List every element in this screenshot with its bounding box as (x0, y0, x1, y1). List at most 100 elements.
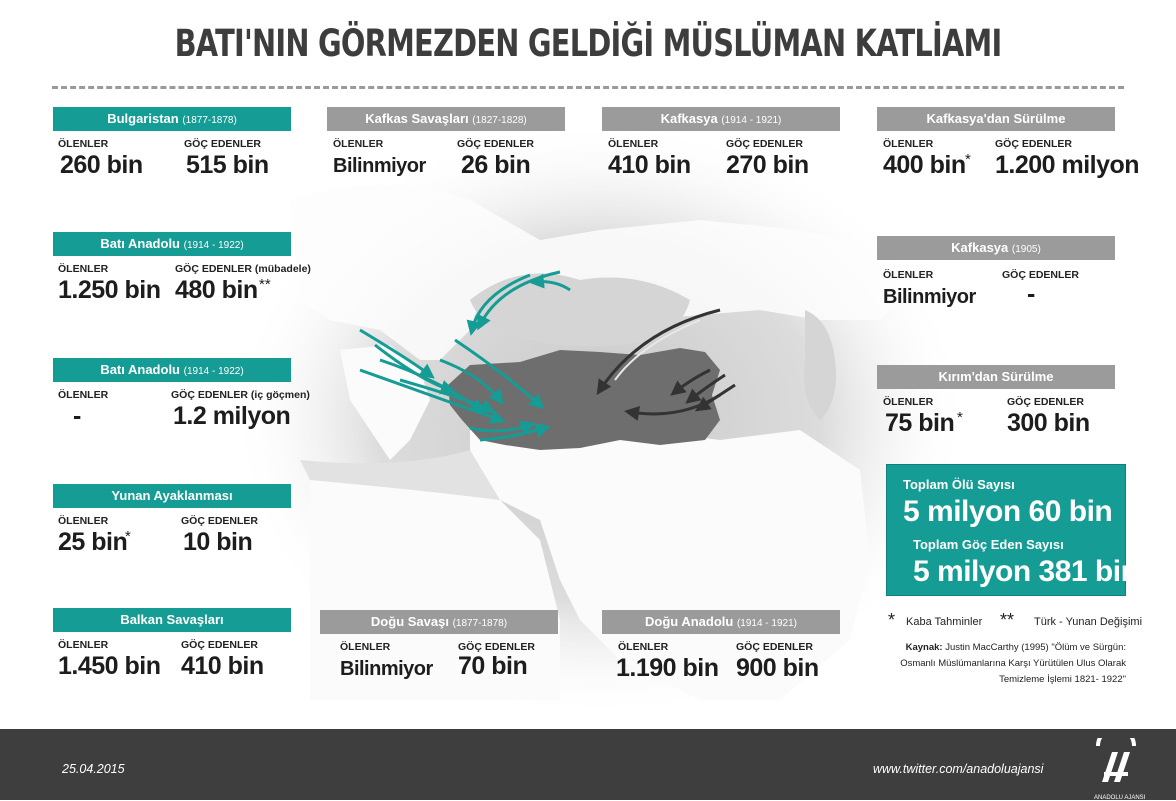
footnote-marker: * (965, 151, 971, 168)
card-header: Kafkasya (1914 - 1921) (602, 107, 840, 131)
migration-arrow (399, 378, 496, 413)
migrants-label: GÖÇ EDENLER (mübadele) (175, 263, 311, 275)
card-years: (1914 - 1921) (736, 618, 797, 629)
note-rough-estimates: Kaba Tahminler (906, 616, 983, 628)
caspian-sea (804, 310, 836, 420)
aa-logo-icon: ANADOLU AJANSI (1094, 726, 1145, 801)
deaths-label: ÖLENLER (883, 396, 934, 408)
deaths-value: 260 bin (60, 151, 143, 179)
turkey-land (448, 348, 720, 450)
migrants-value: 70 bin (458, 652, 528, 680)
source-text: Justin MacCarthy (1995) "Ölüm ve Sürgün:… (900, 642, 1126, 685)
card-title: Kafkas Savaşları (365, 111, 469, 126)
card-header: Doğu Anadolu (1914 - 1921) (602, 610, 840, 634)
migration-arrow (685, 373, 726, 404)
card-years: (1827-1828) (472, 115, 527, 126)
source-label: Kaynak: (905, 642, 943, 653)
migrants-value: 270 bin (726, 151, 809, 179)
migrants-label: GÖÇ EDENLER (1007, 396, 1085, 408)
card-title: Kafkasya'dan Sürülme (926, 111, 1066, 126)
migrants-value: - (1027, 280, 1035, 308)
migrants-value: 300 bin (1007, 409, 1090, 437)
card-kafkasya-1914: Kafkasya (1914 - 1921) ÖLENLER 410 bin G… (602, 107, 840, 179)
card-title: Kafkasya (951, 240, 1009, 255)
total-migrants-label: Toplam Göç Eden Sayısı (913, 537, 1064, 552)
card-years: (1877-1878) (182, 115, 237, 126)
migrants-value: 26 bin (461, 151, 531, 179)
card-title: Kafkasya (660, 111, 718, 126)
deaths-label: ÖLENLER (58, 639, 109, 651)
black-sea (470, 273, 690, 347)
deaths-label: ÖLENLER (618, 641, 669, 653)
africa-land (310, 480, 560, 700)
card-header: Batı Anadolu (1914 - 1922) (53, 358, 291, 382)
note-exchange: Türk - Yunan Değişimi (1034, 616, 1143, 628)
migrants-value: 410 bin (181, 652, 264, 680)
deaths-label: ÖLENLER (883, 138, 934, 150)
migration-arrow (477, 270, 561, 331)
migrants-label: GÖÇ EDENLER (iç göçmen) (171, 389, 310, 401)
twitter-link[interactable]: www.twitter.com/anadoluajansi (873, 762, 1044, 776)
card-bati-anadolu-ic-gocmen: Batı Anadolu (1914 - 1922) ÖLENLER - GÖÇ… (53, 358, 310, 430)
migrants-value: 1.200 milyon (995, 151, 1140, 179)
card-dogu-anadolu: Doğu Anadolu (1914 - 1921) ÖLENLER 1.190… (602, 610, 840, 682)
card-balkan-savaslari: Balkan Savaşları ÖLENLER 1.450 bin GÖÇ E… (53, 608, 291, 680)
migration-arrow (695, 383, 736, 412)
note-marker-double: ** (1000, 610, 1015, 630)
deaths-label: ÖLENLER (883, 269, 934, 281)
totals-box: Toplam Ölü Sayısı 5 milyon 60 bin Toplam… (886, 464, 1139, 596)
migration-arrow (596, 308, 721, 395)
card-title: Batı Anadolu (100, 362, 180, 377)
page-title: BATI'NIN GÖRMEZDEN GELDİĞİ MÜSLÜMAN KATL… (174, 22, 1003, 65)
migrants-label: GÖÇ EDENLER (184, 138, 262, 150)
deaths-label: ÖLENLER (58, 138, 109, 150)
map-illustration (230, 120, 970, 720)
card-header: Balkan Savaşları (53, 608, 291, 632)
deaths-value: 75 bin (885, 409, 955, 437)
card-yunan-ayaklanmasi: Yunan Ayaklanması ÖLENLER 25 bin * GÖÇ E… (53, 484, 291, 556)
migrants-value: 1.2 milyon (173, 402, 291, 430)
migration-arrow (479, 423, 551, 442)
migrants-label: GÖÇ EDENLER (181, 515, 259, 527)
migrants-label: GÖÇ EDENLER (726, 138, 804, 150)
migrants-label: GÖÇ EDENLER (181, 639, 259, 651)
migration-arrow (529, 273, 571, 292)
footnote-marker: * (957, 409, 963, 426)
footnote-marker: * (125, 528, 131, 545)
total-migrants-value: 5 milyon 381 bin (913, 555, 1139, 588)
migrants-value: 10 bin (183, 528, 253, 556)
card-header: Bulgaristan (1877-1878) (53, 107, 291, 131)
migration-arrow (359, 328, 435, 379)
migrants-value: 480 bin (175, 276, 258, 304)
card-dogu-savasi: Doğu Savaşı (1877-1878) ÖLENLER Bilinmiy… (320, 610, 558, 680)
migration-arrow (359, 368, 506, 425)
card-kafkasya-1905: Kafkasya (1905) ÖLENLER Bilinmiyor GÖÇ E… (877, 236, 1115, 308)
card-title: Yunan Ayaklanması (111, 488, 233, 503)
mediterranean-sea (300, 450, 500, 500)
migrants-label: GÖÇ EDENLER (457, 138, 535, 150)
footer-bar (0, 729, 1176, 800)
card-title: Doğu Savaşı (370, 614, 449, 629)
deaths-value: Bilinmiyor (340, 658, 433, 680)
card-header: Kırım'dan Sürülme (877, 365, 1115, 389)
card-kafkasya-surulme: Kafkasya'dan Sürülme ÖLENLER 400 bin * G… (877, 107, 1140, 179)
migration-arrow (454, 338, 545, 409)
migration-arrow (670, 368, 711, 396)
note-marker-single: * (888, 610, 896, 630)
card-header: Batı Anadolu (1914 - 1922) (53, 232, 291, 256)
migration-arrow (439, 358, 504, 405)
footer-date: 25.04.2015 (62, 762, 125, 776)
deaths-value: 410 bin (608, 151, 691, 179)
migrants-label: GÖÇ EDENLER (1002, 269, 1080, 281)
deaths-value: 1.450 bin (58, 652, 161, 680)
deaths-label: ÖLENLER (608, 138, 659, 150)
card-header: Yunan Ayaklanması (53, 484, 291, 508)
card-years: (1905) (1011, 244, 1041, 255)
deaths-value: - (73, 402, 81, 430)
card-kirim-surulme: Kırım'dan Sürülme ÖLENLER 75 bin * GÖÇ E… (877, 365, 1115, 437)
deaths-label: ÖLENLER (340, 641, 391, 653)
card-title: Balkan Savaşları (120, 612, 224, 627)
migration-arrow (469, 420, 536, 435)
card-bati-anadolu-mubadele: Batı Anadolu (1914 - 1922) ÖLENLER 1.250… (53, 232, 311, 304)
card-title: Kırım'dan Sürülme (938, 369, 1054, 384)
